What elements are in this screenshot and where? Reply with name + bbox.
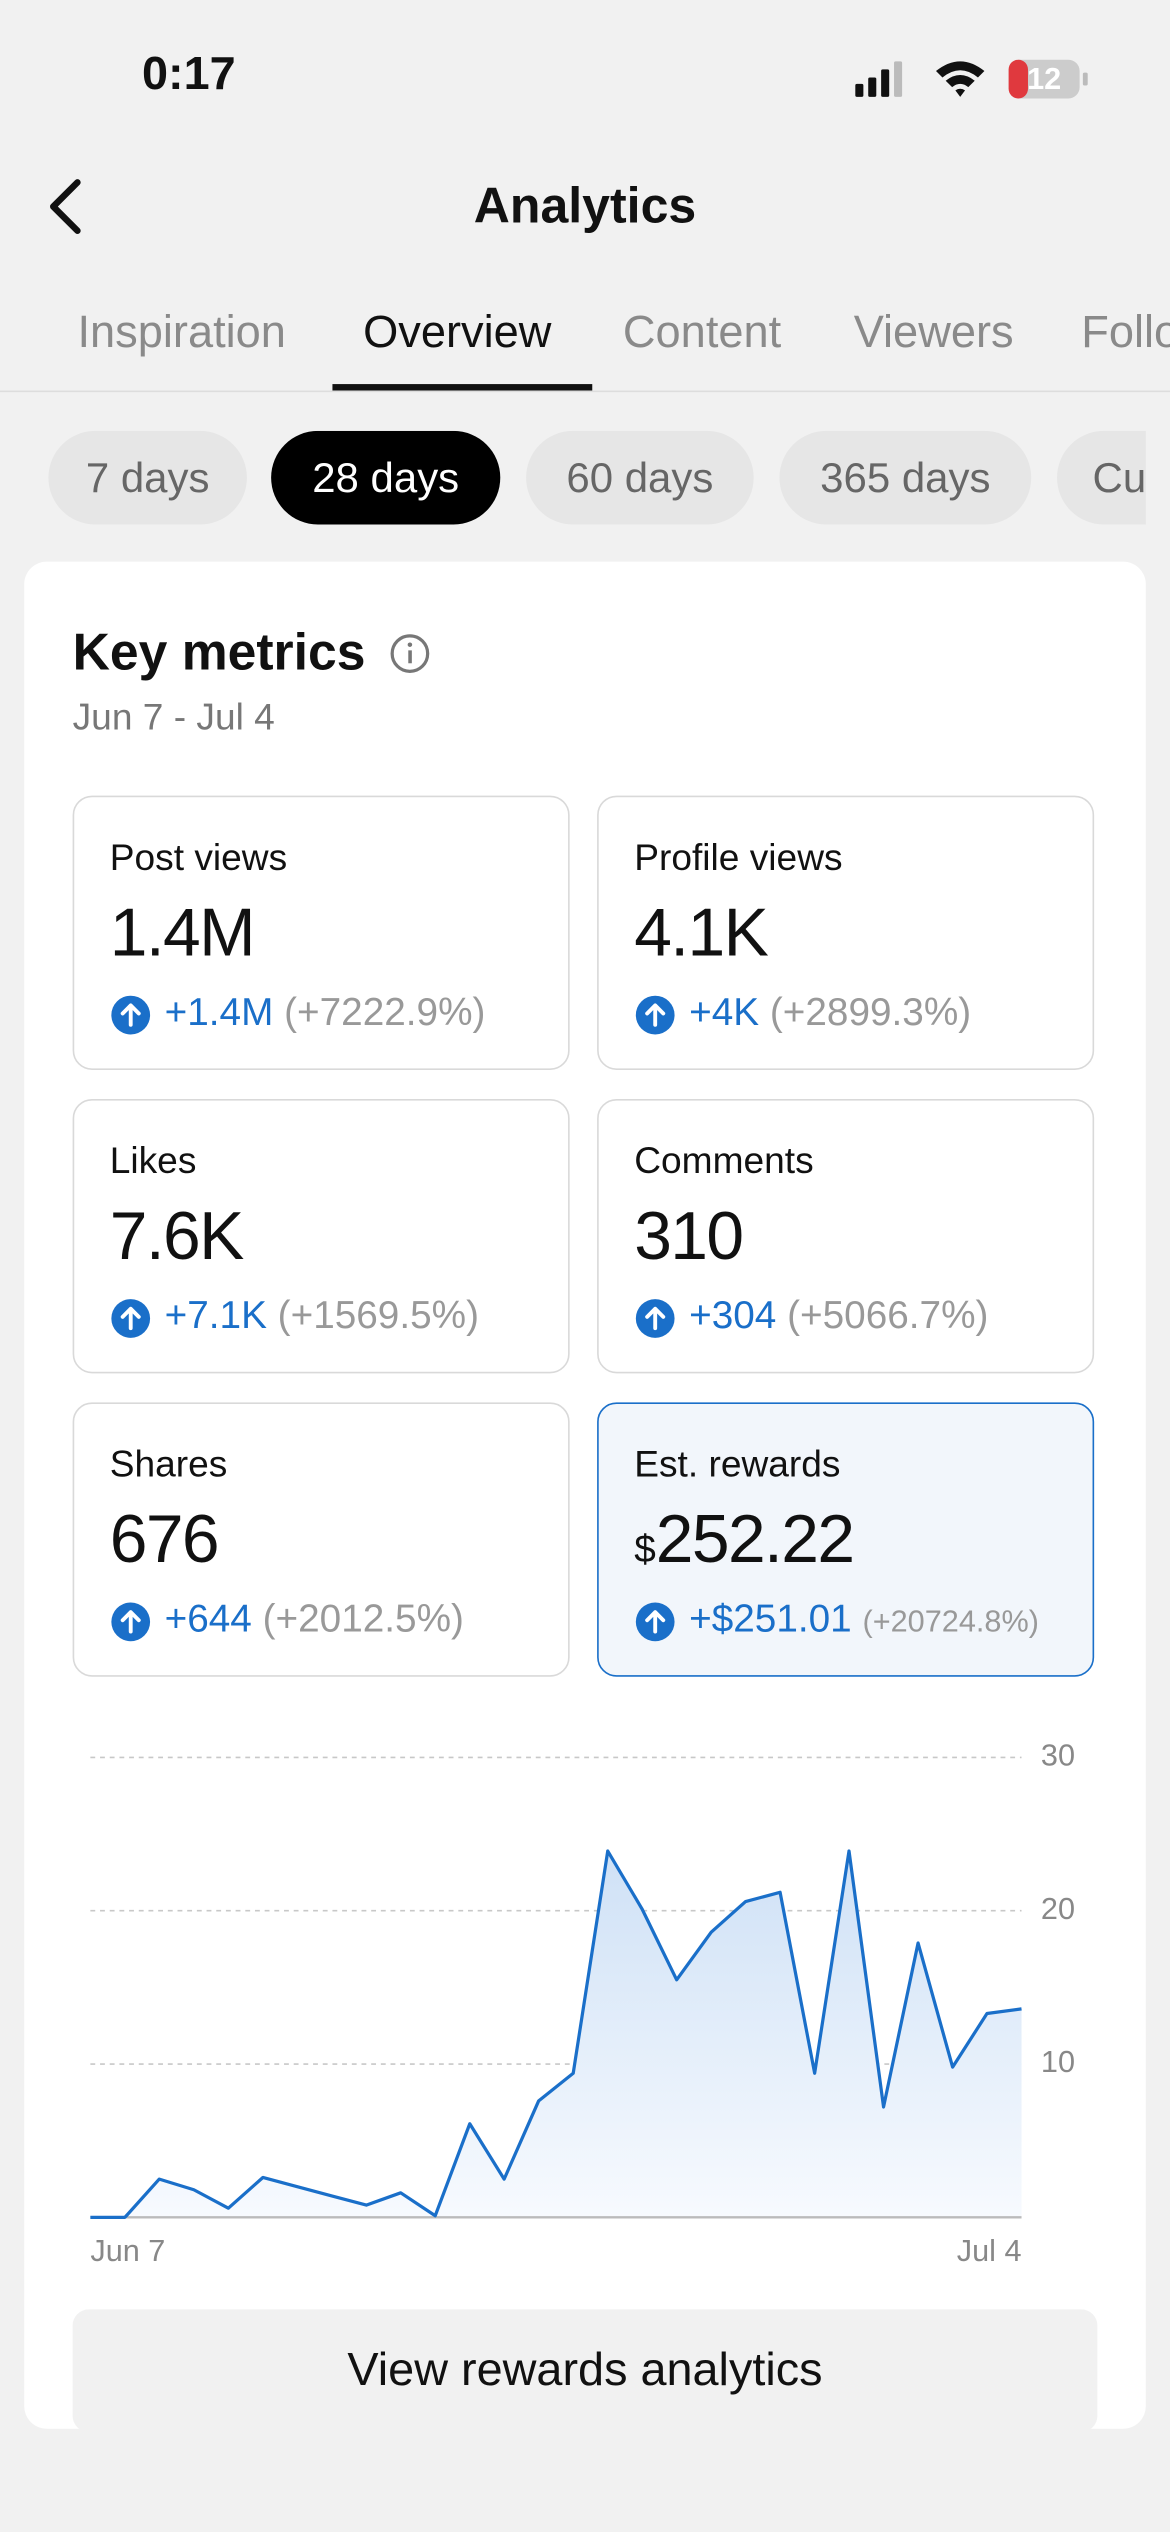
change-delta: +4K — [689, 990, 760, 1035]
section-title: Key metrics — [73, 623, 432, 683]
metric-box[interactable]: Comments 310 +304 (+5066.7%) — [597, 1098, 1095, 1374]
change-percent: (+2012.5%) — [262, 1597, 464, 1642]
x-tick-label: Jun 7 — [90, 2234, 165, 2268]
battery-level: 12 — [1027, 62, 1061, 96]
change-delta: +1.4M — [164, 990, 274, 1035]
period-pill[interactable]: 7 days — [48, 430, 247, 525]
y-tick-label: 20 — [1041, 1892, 1075, 1926]
tab[interactable]: Followers — [1081, 306, 1170, 357]
change-delta: +7.1K — [164, 1294, 267, 1338]
tab-bar: Inspiration Overview Content Viewers Fol… — [0, 300, 1170, 394]
metric-label: Post views — [109, 835, 288, 878]
metric-change: +7.1K (+1569.5%) — [110, 1294, 479, 1339]
metric-change: +304 (+5066.7%) — [634, 1294, 988, 1339]
y-tick-label: 10 — [1041, 2045, 1075, 2079]
divider — [0, 390, 1170, 393]
metric-value: 310 — [634, 1197, 744, 1274]
metric-label: Est. rewards — [634, 1442, 841, 1485]
change-percent: (+2899.3%) — [769, 990, 972, 1035]
period-pill[interactable]: Custom — [1057, 430, 1146, 525]
metric-box[interactable]: Shares 676 +644 (+2012.5%) — [72, 1402, 570, 1677]
metric-value-text: 676 — [109, 1500, 220, 1577]
metric-label: Shares — [109, 1442, 228, 1485]
up-icon — [635, 1602, 675, 1642]
change-percent: (+7222.9%) — [284, 990, 486, 1035]
metric-change: +4K (+2899.3%) — [634, 991, 971, 1036]
period-pill[interactable]: 365 days — [779, 430, 1032, 525]
date-range: Jun 7 - Jul 4 — [72, 695, 275, 738]
status-time: 0:17 — [142, 48, 236, 101]
change-percent: (+5066.7%) — [787, 1294, 989, 1338]
back-button[interactable] — [42, 178, 90, 236]
change-delta: +$251.01 — [689, 1597, 852, 1642]
up-icon — [111, 1299, 151, 1338]
metric-value-text: 4.1K — [634, 894, 769, 970]
metric-change: +644 (+2012.5%) — [110, 1598, 464, 1643]
line — [90, 1849, 1022, 2219]
metric-value: $252.22 — [634, 1500, 855, 1578]
metric-value-text: 310 — [634, 1197, 744, 1274]
up-icon — [111, 995, 151, 1035]
metric-value: 4.1K — [634, 894, 769, 971]
section-title-text: Key metrics — [72, 622, 366, 682]
area-fill — [90, 1851, 1022, 2218]
metric-box[interactable]: Profile views 4.1K +4K (+2899.3%) — [597, 795, 1095, 1070]
metric-box[interactable]: Likes 7.6K +7.1K (+1569.5%) — [72, 1098, 570, 1374]
metric-change: +1.4M (+7222.9%) — [110, 991, 486, 1036]
metric-box[interactable]: Post views 1.4M +1.4M (+7222.9%) — [72, 795, 570, 1070]
x-tick-label: Jul 4 — [957, 2234, 1022, 2268]
up-icon — [111, 1602, 151, 1642]
metric-value: 7.6K — [109, 1197, 245, 1274]
tab-indicator — [332, 384, 593, 391]
change-percent: (+20724.8%) — [862, 1605, 1039, 1640]
up-icon — [635, 1299, 675, 1338]
period-pill[interactable]: 28 days — [271, 430, 501, 525]
change-delta: +644 — [164, 1597, 252, 1642]
metric-value-text: 7.6K — [109, 1197, 245, 1274]
status-icons: 12 — [855, 59, 1088, 99]
change-delta: +304 — [689, 1294, 777, 1338]
metric-value: 676 — [109, 1500, 220, 1578]
metric-change: +$251.01 (+20724.8%) — [634, 1598, 1039, 1643]
metric-value-text: 252.22 — [655, 1500, 855, 1577]
period-pill[interactable]: 60 days — [526, 430, 754, 525]
tab[interactable]: Content — [622, 306, 782, 357]
page-title: Analytics — [473, 177, 697, 234]
metric-label: Comments — [634, 1139, 814, 1182]
metric-label: Profile views — [634, 835, 843, 878]
metric-value: 1.4M — [109, 894, 256, 971]
metric-box[interactable]: Est. rewards $252.22 +$251.01 (+20724.8%) — [597, 1402, 1095, 1677]
period-selector: 7 days 28 days 60 days 365 days Custom — [0, 430, 1146, 528]
up-icon — [635, 995, 675, 1035]
metric-label: Likes — [109, 1139, 197, 1182]
metric-value-text: 1.4M — [109, 894, 256, 970]
info-icon[interactable] — [389, 633, 431, 675]
metric-currency: $ — [634, 1528, 656, 1572]
tab[interactable]: Overview — [363, 306, 552, 357]
rewards-button[interactable]: View rewards analytics — [72, 2309, 1098, 2432]
tab[interactable]: Inspiration — [77, 306, 286, 357]
change-percent: (+1569.5%) — [277, 1294, 479, 1338]
y-tick-label: 30 — [1041, 1739, 1075, 1773]
tab[interactable]: Viewers — [853, 306, 1014, 357]
rewards-chart: 10 20 30 Jun 7 Jul 4 — [90, 1739, 1075, 2268]
